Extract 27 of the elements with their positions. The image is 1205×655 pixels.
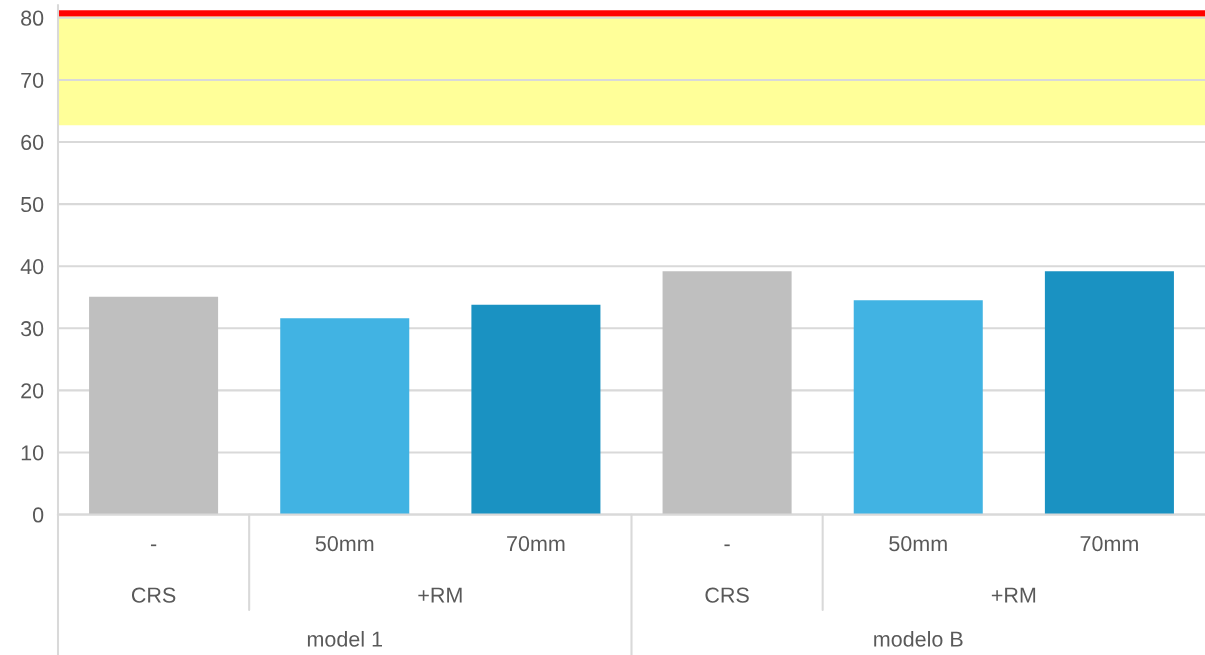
bar <box>89 296 219 515</box>
text: CRS <box>705 587 749 603</box>
y-tick-label: 0 <box>32 507 44 523</box>
y-tick-label: 50 <box>21 196 44 213</box>
x-tick-label: 70mm <box>507 536 565 552</box>
y-tick-label: 80 <box>21 10 44 26</box>
bar <box>280 318 410 515</box>
bar <box>662 271 792 515</box>
bar <box>1044 271 1174 515</box>
x-tick-label: 50mm <box>889 536 947 552</box>
y-tick-label: 40 <box>20 258 44 275</box>
text: modelo B <box>874 630 963 647</box>
text: CRS <box>131 587 176 603</box>
bar <box>471 304 601 515</box>
text: +RM <box>418 587 462 603</box>
text: model 1 <box>307 630 382 647</box>
y-tick-label: 30 <box>20 321 44 337</box>
x-tick-label: - <box>724 544 730 547</box>
y-tick-label: 60 <box>21 134 44 151</box>
text: +RM <box>991 587 1036 603</box>
y-tick-label: 70 <box>21 72 44 88</box>
y-tick-label: 10 <box>21 445 44 461</box>
bar <box>853 300 983 515</box>
x-tick-label: - <box>150 544 157 547</box>
x-tick-label: 50mm <box>315 536 374 552</box>
x-tick-label: 70mm <box>1080 536 1138 552</box>
y-tick-label: 20 <box>21 383 44 399</box>
